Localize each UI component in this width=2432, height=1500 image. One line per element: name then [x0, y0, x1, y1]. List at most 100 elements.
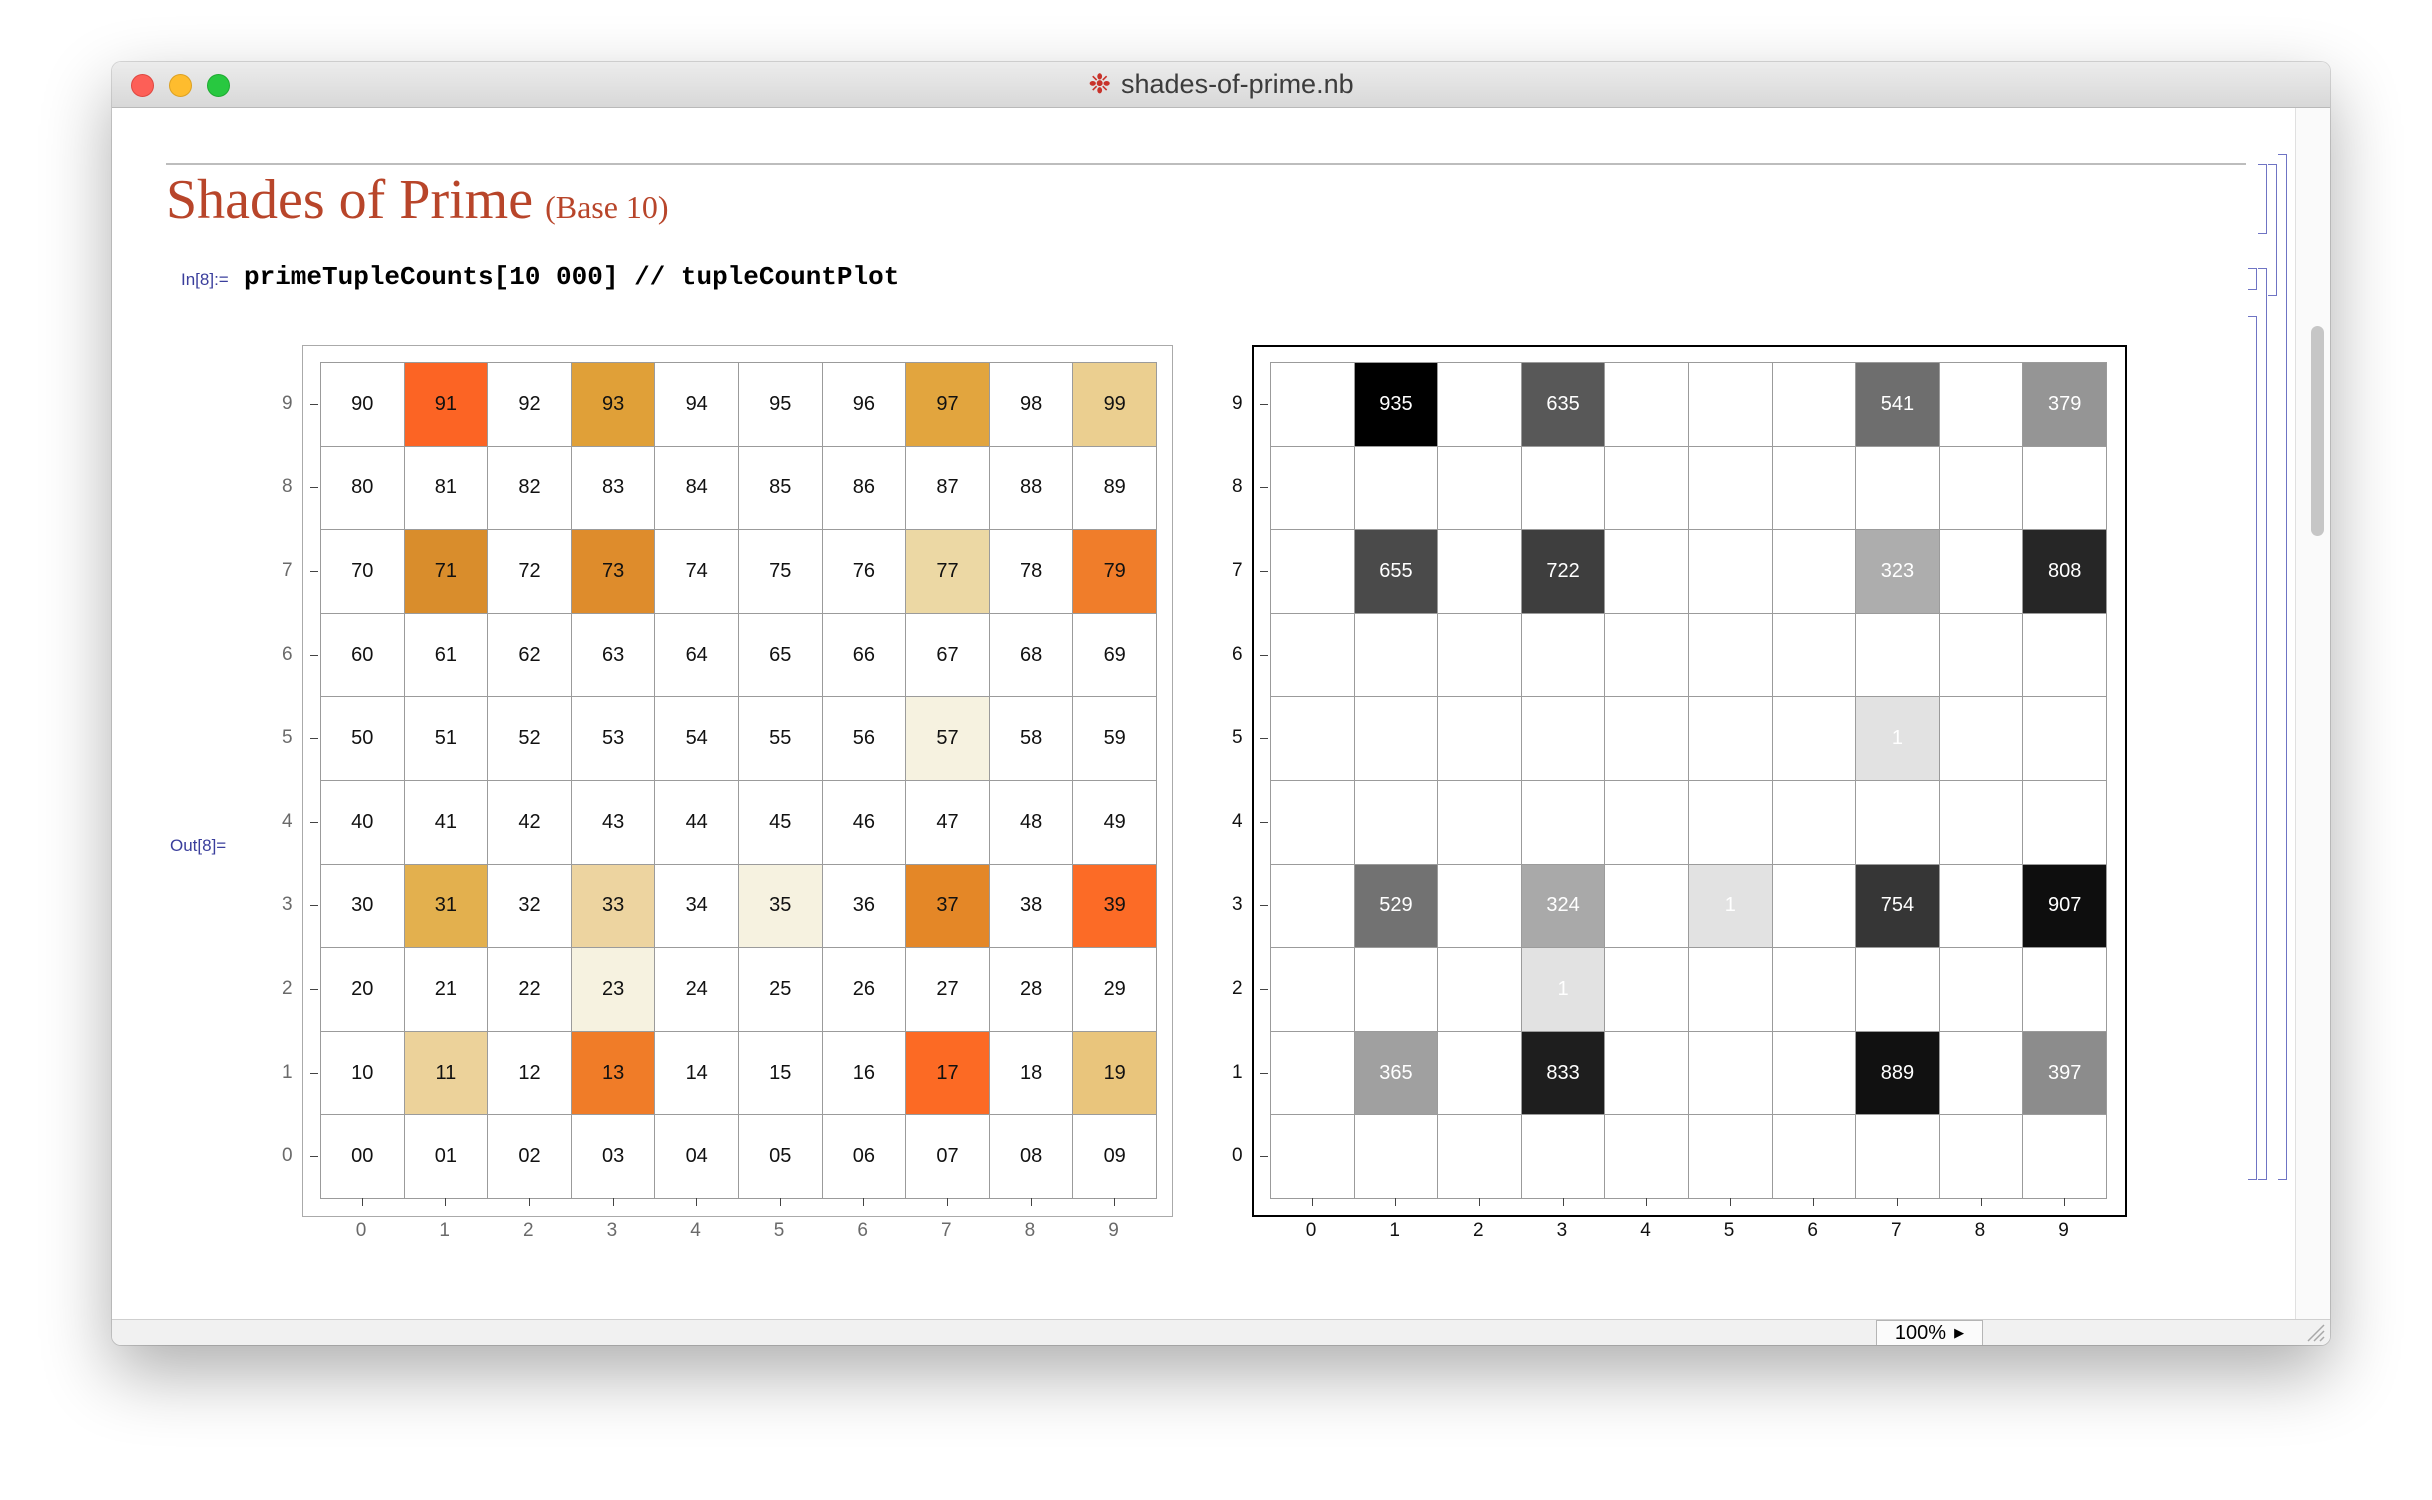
empty-cell: [1604, 947, 1689, 1032]
heatmap-cell: 09: [1072, 1114, 1157, 1199]
y-tick-label: 1: [1232, 1061, 1243, 1083]
heatmap-cell: 74: [654, 529, 739, 614]
x-tick-mark: [1479, 1198, 1480, 1206]
x-tick-mark: [1729, 1198, 1731, 1206]
minimize-button[interactable]: [169, 74, 192, 97]
heatmap-cell: 01: [403, 1114, 489, 1199]
y-tick-label: 0: [1232, 1145, 1243, 1167]
empty-cell: [2022, 947, 2107, 1032]
x-tick-label: 2: [1473, 1220, 1484, 1241]
empty-cell: [1270, 529, 1355, 614]
input-cell[interactable]: primeTupleCounts[10 000] // tupleCountPl…: [244, 262, 900, 292]
heatmap-cell: 63: [570, 612, 656, 698]
y-tick-label: 7: [282, 560, 293, 581]
x-tick-mark: [947, 1198, 948, 1206]
empty-cell: [1353, 612, 1439, 698]
heatmap-cell: 99: [1072, 362, 1157, 447]
y-tick-label: 1: [282, 1061, 293, 1083]
x-tick-mark: [696, 1198, 698, 1206]
heatmap-cell: 98: [988, 362, 1074, 447]
y-tick-label: 3: [282, 894, 293, 916]
empty-cell: [1855, 1114, 1940, 1199]
empty-cell: [1688, 780, 1773, 865]
heatmap-cell: 90: [320, 362, 405, 447]
heatmap-cell: 97: [905, 362, 990, 447]
notebook-content[interactable]: Shades of Prime (Base 10) In[8]:= primeTu…: [112, 108, 2330, 1345]
empty-cell: [1855, 947, 1940, 1032]
heatmap-cell: 47: [905, 780, 990, 865]
x-tick-label: 6: [1807, 1220, 1818, 1241]
window-title-area: ❉ shades-of-prime.nb: [112, 62, 2330, 107]
count-cell: 754: [1855, 863, 1940, 949]
count-cell: 635: [1520, 362, 1606, 447]
notebook-title[interactable]: Shades of Prime (Base 10): [166, 168, 669, 232]
x-tick-label: 5: [773, 1220, 785, 1241]
empty-cell: [1437, 696, 1522, 781]
x-tick-mark: [1562, 1198, 1564, 1206]
heatmap-cell: 34: [654, 863, 739, 949]
title-cell-bracket[interactable]: [2258, 164, 2267, 234]
zoom-button[interactable]: [207, 74, 230, 97]
notebook-group-bracket[interactable]: [2278, 154, 2287, 1180]
count-cell: 365: [1353, 1030, 1439, 1116]
heatmap-cell: 73: [570, 529, 656, 614]
x-tick-label: 5: [1723, 1220, 1735, 1241]
heatmap-cell: 82: [487, 445, 572, 531]
heatmap-cell: 61: [403, 612, 489, 698]
heatmap-cell: 51: [403, 696, 489, 781]
output-label: Out[8]=: [170, 836, 227, 855]
section-group-bracket[interactable]: [2268, 164, 2277, 296]
output-cell-bracket[interactable]: [2248, 316, 2257, 1180]
close-button[interactable]: [131, 74, 154, 97]
empty-cell: [1938, 612, 2024, 698]
empty-cell: [1604, 780, 1689, 865]
y-tick-label: 3: [1232, 894, 1243, 916]
empty-cell: [1437, 529, 1522, 614]
heatmap-cell: 03: [570, 1114, 656, 1199]
x-tick-label: 7: [941, 1220, 952, 1241]
y-tick-label: 9: [282, 392, 293, 414]
zoom-control[interactable]: 100% ▶: [1876, 1320, 1983, 1345]
vertical-scroll-thumb[interactable]: [2311, 326, 2324, 536]
empty-cell: [1437, 780, 1522, 865]
empty-cell: [1270, 696, 1355, 781]
heatmap-cell: 76: [821, 529, 907, 614]
x-tick-mark: [1114, 1198, 1116, 1206]
heatmap-cell: 53: [570, 696, 656, 781]
vertical-scrollbar[interactable]: [2295, 108, 2330, 1345]
heatmap-cell: 04: [654, 1114, 739, 1199]
y-tick-mark: [1260, 738, 1268, 740]
heatmap-cell: 20: [320, 947, 405, 1032]
x-tick-label: 9: [2058, 1220, 2069, 1241]
io-group-bracket[interactable]: [2258, 268, 2267, 1180]
heatmap-cell: 21: [403, 947, 489, 1032]
empty-cell: [1520, 445, 1606, 531]
heatmap-cell: 81: [403, 445, 489, 531]
zoom-label: 100%: [1894, 1321, 1947, 1344]
input-cell-bracket[interactable]: [2248, 268, 2257, 290]
x-tick-label: 4: [690, 1220, 701, 1241]
digit-pair-plot-frame: [302, 345, 1173, 1217]
count-cell: 722: [1520, 529, 1606, 614]
heatmap-cell: 45: [738, 780, 823, 865]
x-tick-label: 0: [1305, 1220, 1317, 1241]
empty-cell: [1437, 947, 1522, 1032]
title-bar[interactable]: ❉ shades-of-prime.nb: [112, 62, 2330, 108]
heatmap-cell: 13: [570, 1030, 656, 1116]
y-tick-label: 2: [1232, 978, 1243, 999]
y-tick-mark: [310, 487, 318, 489]
empty-cell: [1938, 1114, 2024, 1199]
heatmap-cell: 42: [487, 780, 572, 865]
empty-cell: [1353, 947, 1439, 1032]
resize-grip-icon[interactable]: [2304, 1321, 2326, 1343]
empty-cell: [1604, 529, 1689, 614]
mathematica-notebook-icon: ❉: [1088, 69, 1111, 99]
heatmap-cell: 27: [905, 947, 990, 1032]
empty-cell: [1353, 696, 1439, 781]
empty-cell: [1771, 362, 1857, 447]
empty-cell: [1520, 780, 1606, 865]
empty-cell: [1771, 696, 1857, 781]
x-tick-mark: [445, 1198, 447, 1206]
empty-cell: [1270, 780, 1355, 865]
x-tick-mark: [779, 1198, 781, 1206]
